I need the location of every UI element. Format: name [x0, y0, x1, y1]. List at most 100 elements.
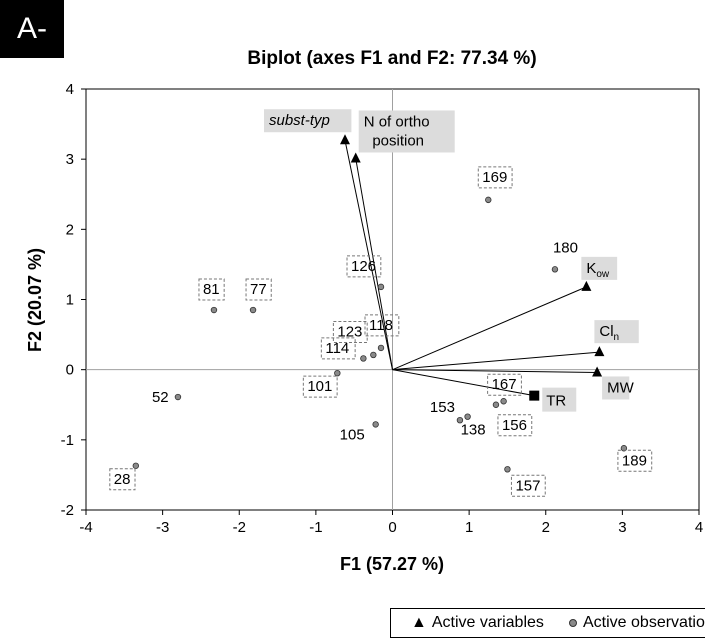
- y-tick-label: -1: [61, 432, 74, 449]
- variable-label-bg: [602, 376, 630, 400]
- observation-label: 28: [114, 471, 131, 488]
- observation-label-box: [497, 414, 533, 437]
- observation-point: [249, 306, 257, 314]
- observation-label: 114: [325, 340, 349, 357]
- x-tick-label: -4: [79, 519, 92, 536]
- observation-point: [370, 351, 377, 359]
- x-tick-label: -1: [309, 519, 322, 536]
- x-tick-label: 4: [695, 519, 703, 536]
- variable-vector-line: [392, 286, 587, 371]
- x-tick-label: -2: [233, 519, 246, 536]
- x-tick-label: 0: [388, 519, 396, 536]
- variable-triangle-marker: [594, 346, 605, 357]
- observation-point: [485, 196, 492, 204]
- variable-vector-line: [392, 351, 600, 371]
- observation-label: 123: [337, 323, 362, 340]
- x-tick-label: 2: [542, 519, 550, 536]
- supplementary-square-marker: [529, 390, 540, 401]
- observation-point: [174, 393, 182, 401]
- observation-label-box: [320, 337, 356, 360]
- variable-vector-line: [355, 158, 393, 370]
- variable-triangle-marker: [350, 152, 361, 163]
- observation-point: [360, 355, 367, 362]
- y-tick-label: 3: [66, 151, 74, 168]
- y-tick-label: 0: [66, 362, 74, 379]
- observation-label: 156: [502, 417, 527, 434]
- observation-label-box: [477, 166, 513, 189]
- observation-point: [551, 266, 559, 273]
- observation-label-box: [364, 314, 400, 337]
- variable-label: MW: [607, 379, 634, 396]
- observation-point: [377, 344, 385, 352]
- variable-label: N of ortho: [364, 113, 430, 130]
- observation-label: 118: [369, 317, 393, 334]
- observation-point: [620, 445, 628, 452]
- observation-point: [210, 306, 218, 314]
- observation-point: [372, 421, 379, 428]
- observation-label: 138: [461, 422, 486, 439]
- x-axis-title: F1 (57.27 %): [340, 554, 444, 574]
- observation-label-box: [617, 449, 653, 472]
- observation-point: [334, 369, 341, 377]
- supplementary-label-bg: [542, 387, 577, 412]
- variable-label: position: [372, 132, 424, 149]
- variable-triangle-marker: [592, 366, 603, 377]
- observation-label-box: [302, 375, 338, 398]
- variable-vector-line: [344, 140, 393, 370]
- variable-label-bg: [263, 109, 352, 133]
- observation-label-box: [487, 373, 522, 396]
- supplementary-label: TR: [546, 393, 566, 410]
- observation-label: 52: [152, 389, 169, 406]
- variable-label: subst-typ: [269, 112, 330, 129]
- observation-label: 189: [622, 452, 647, 469]
- observation-label-box: [109, 468, 136, 491]
- observation-label: 157: [515, 477, 540, 494]
- observation-label-box: [245, 278, 272, 301]
- legend: ▲Active variables Active observations: [390, 608, 705, 638]
- observation-point: [132, 462, 140, 469]
- observation-point: [504, 466, 511, 473]
- y-tick-label: 4: [66, 81, 74, 98]
- y-tick-label: 1: [66, 292, 74, 309]
- observation-label-box: [198, 278, 225, 301]
- circle-marker-icon: [569, 618, 577, 627]
- observation-label-box: [510, 474, 546, 497]
- variable-vector-line: [392, 369, 598, 373]
- observation-label: 153: [430, 399, 455, 416]
- chart-title: Biplot (axes F1 and F2: 77.34 %): [247, 48, 536, 69]
- observation-point: [464, 413, 471, 420]
- variable-label-bg: [581, 256, 618, 280]
- legend-label: Active variables: [431, 614, 544, 631]
- variable-triangle-marker: [339, 134, 350, 145]
- observation-point: [456, 416, 464, 424]
- observation-label: 180: [553, 239, 578, 256]
- observation-label: 77: [250, 281, 267, 298]
- observation-label-box: [332, 320, 368, 343]
- observation-label-box: [346, 255, 382, 278]
- x-tick-label: -3: [156, 519, 169, 536]
- y-axis-title: F2 (20.07 %): [25, 248, 45, 352]
- triangle-marker-icon: ▲: [411, 614, 427, 631]
- variable-label-bg: [594, 320, 639, 344]
- observation-label: 101: [307, 378, 332, 395]
- observation-label: 126: [351, 258, 376, 275]
- observation-label: 105: [340, 426, 365, 443]
- observation-label: 169: [482, 169, 507, 186]
- observation-label: 81: [203, 281, 220, 298]
- x-tick-label: 1: [465, 519, 473, 536]
- observation-label: 167: [492, 376, 517, 393]
- x-tick-label: 3: [618, 519, 626, 536]
- observation-point: [500, 398, 507, 405]
- supplementary-vector-line: [392, 369, 535, 397]
- y-tick-label: -2: [61, 502, 74, 519]
- variable-triangle-marker: [581, 280, 592, 291]
- variable-label-bg: [358, 110, 455, 153]
- panel-label: A-: [0, 0, 64, 58]
- legend-item-observations: Active observations: [569, 614, 705, 632]
- legend-item-variables: ▲ Active variables: [411, 614, 544, 632]
- observation-point: [377, 283, 385, 291]
